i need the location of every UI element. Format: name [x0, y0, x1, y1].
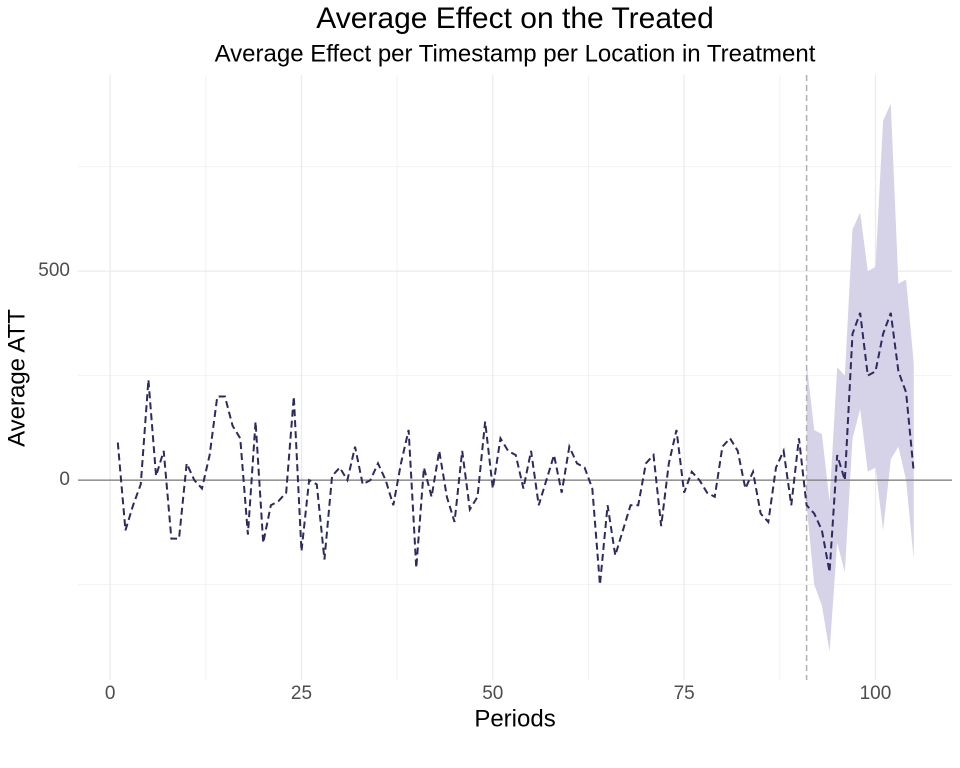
y-tick-label: 500: [38, 260, 70, 281]
y-axis-title: Average ATT: [3, 309, 30, 447]
x-tick-label: 0: [105, 683, 116, 704]
x-axis-title: Periods: [474, 705, 555, 732]
x-tick-label: 75: [674, 683, 695, 704]
x-tick-label: 100: [860, 683, 892, 704]
y-tick-label: 0: [59, 469, 70, 490]
chart-title: Average Effect on the Treated: [316, 2, 714, 35]
chart-subtitle: Average Effect per Timestamp per Locatio…: [215, 40, 816, 67]
line: [116, 312, 915, 585]
x-tick-label: 25: [291, 683, 312, 704]
x-tick-label: 50: [482, 683, 503, 704]
confidence-band: [806, 103, 914, 652]
